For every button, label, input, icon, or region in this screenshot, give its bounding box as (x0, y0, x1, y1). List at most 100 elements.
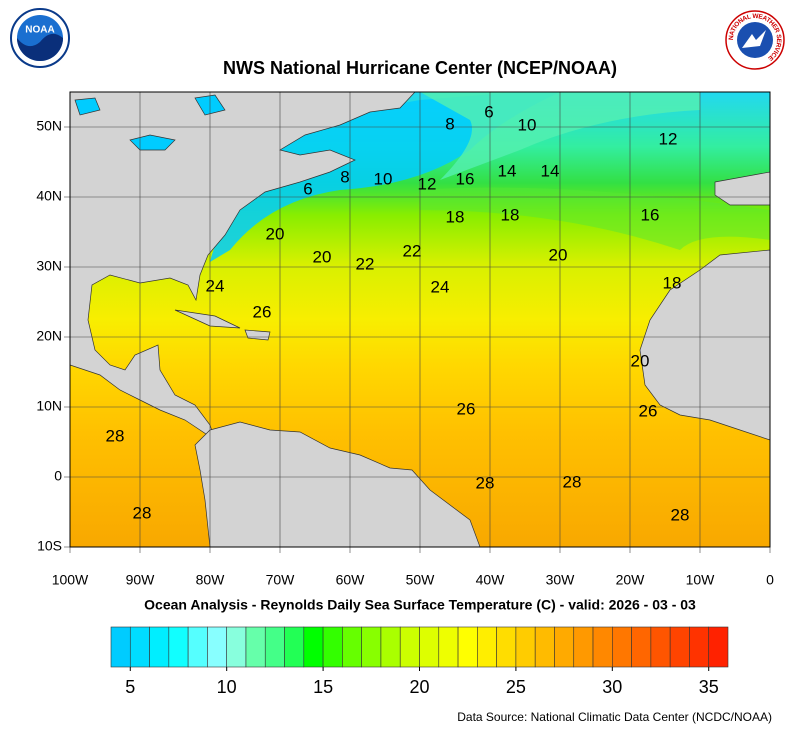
y-axis-label: 40N (36, 188, 62, 204)
cool-water (420, 187, 770, 250)
x-axis-label: 90W (126, 572, 156, 588)
contour-label: 28 (133, 503, 152, 522)
nws-logo: NATIONAL WEATHER SERVICE (725, 10, 785, 70)
contour-label: 18 (446, 207, 465, 226)
colorbar-cell (187, 626, 208, 668)
colorbar-cell (264, 626, 285, 668)
map-frame (69, 91, 771, 548)
map: 6 8 10 12 6 8 10 12 16 14 14 18 18 16 20 20 22 22 20 24 18 24… (64, 91, 771, 553)
contour-label: 24 (431, 277, 450, 296)
colorbar-cell (149, 626, 170, 668)
contour-label: 16 (456, 169, 475, 188)
colorbar-cell (399, 626, 420, 668)
contour-label: 8 (340, 167, 349, 186)
colorbar-cell (284, 626, 305, 668)
title: NWS National Hurricane Center (NCEP/NOAA… (223, 58, 617, 78)
colorbar-cell (168, 626, 189, 668)
contour-label: 24 (206, 276, 225, 295)
x-axis-label: 50W (406, 572, 436, 588)
colorbar-cell (322, 626, 343, 668)
contour-label: 16 (641, 205, 660, 224)
colorbar-cell (534, 626, 555, 668)
colorbar: 5 10 15 20 25 30 35 (110, 626, 729, 697)
x-axis-label: 70W (266, 572, 296, 588)
colorbar-cell (650, 626, 671, 668)
colorbar-cell (342, 626, 362, 668)
y-axis-label: 0 (54, 468, 62, 484)
contour-label: 6 (484, 102, 493, 121)
colorbar-cell (438, 626, 459, 668)
contour-label: 20 (631, 351, 650, 370)
colorbar-cell (380, 626, 401, 668)
colorbar-cell (303, 626, 324, 668)
x-axis-label: 10W (686, 572, 716, 588)
contour-label: 14 (498, 161, 517, 180)
land (69, 91, 771, 548)
colorbar-tick-label: 5 (125, 677, 135, 697)
data-source: Data Source: National Climatic Data Cent… (457, 710, 772, 724)
y-axis-label: 50N (36, 118, 62, 134)
x-axis-label: 60W (336, 572, 366, 588)
y-axis-label: 20N (36, 328, 62, 344)
noaa-logo: NOAA (10, 8, 70, 68)
colorbar-cell (226, 626, 247, 668)
contour-label: 26 (253, 302, 272, 321)
y-axis-label: 30N (36, 258, 62, 274)
contour-label: 20 (313, 247, 332, 266)
colorbar-cell (361, 626, 382, 668)
y-axis-label: 10S (37, 538, 62, 554)
colorbar-cell (110, 626, 131, 668)
colorbar-cell (612, 626, 632, 668)
contour-label: 28 (476, 473, 495, 492)
contour-label: 14 (541, 161, 560, 180)
colorbar-cell (708, 626, 729, 668)
caption: Ocean Analysis - Reynolds Daily Sea Surf… (144, 597, 696, 613)
contour-label: 20 (549, 245, 568, 264)
colorbar-cell (477, 626, 497, 668)
contour-label: 28 (563, 472, 582, 491)
contour-label: 22 (403, 241, 422, 260)
colorbar-cell (573, 626, 594, 668)
colorbar-tick-label: 25 (506, 677, 526, 697)
contour-label: 18 (501, 205, 520, 224)
x-axis-label: 80W (196, 572, 226, 588)
contour-label: 6 (303, 179, 312, 198)
colorbar-cell (689, 626, 710, 668)
x-axis-label: 40W (476, 572, 506, 588)
noaa-text: NOAA (25, 25, 54, 36)
colorbar-cell (419, 626, 440, 668)
colorbar-cell (129, 626, 150, 668)
x-axis-label: 20W (616, 572, 646, 588)
colorbar-tick-label: 15 (313, 677, 333, 697)
colorbar-tick-label: 10 (217, 677, 237, 697)
colorbar-cell (554, 626, 575, 668)
contour-label: 26 (457, 399, 476, 418)
y-axis-label: 10N (36, 398, 62, 414)
colorbar-cell (631, 626, 652, 668)
contour-label: 8 (445, 114, 454, 133)
contour-label: 28 (106, 426, 125, 445)
colorbar-cell (669, 626, 690, 668)
x-axis-label: 0 (766, 572, 774, 588)
colorbar-cell (515, 626, 536, 668)
contour-label: 26 (639, 401, 658, 420)
graticule (64, 92, 771, 553)
contour-label: 12 (418, 174, 437, 193)
x-axis-label: 30W (546, 572, 576, 588)
contour-label: 10 (374, 169, 393, 188)
contour-label: 12 (659, 129, 678, 148)
colorbar-tick-label: 20 (409, 677, 429, 697)
x-axis-label: 100W (52, 572, 89, 588)
colorbar-cell (592, 626, 613, 668)
colorbar-cell (207, 626, 227, 668)
colorbar-tick-label: 30 (602, 677, 622, 697)
colorbar-cell (245, 626, 266, 668)
contour-label: 28 (671, 505, 690, 524)
colorbar-cell (457, 626, 478, 668)
contour-label: 10 (518, 115, 537, 134)
colorbar-cell (496, 626, 517, 668)
colorbar-tick-label: 35 (699, 677, 719, 697)
contour-label: 18 (663, 273, 682, 292)
contour-label: 20 (266, 224, 285, 243)
